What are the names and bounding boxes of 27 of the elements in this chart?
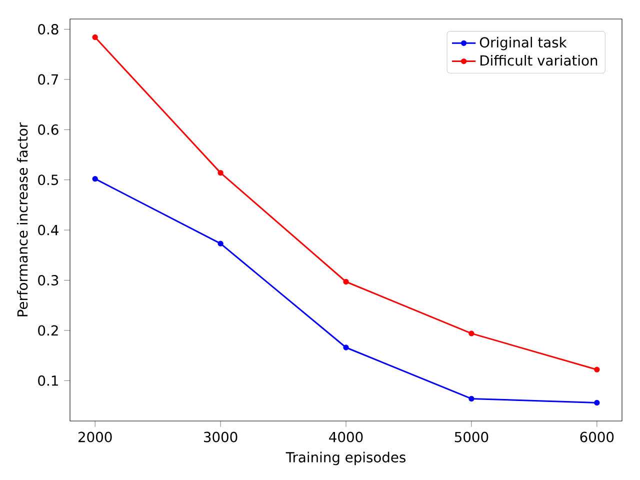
- point: [92, 176, 98, 182]
- x-tick-label: 6000: [580, 432, 614, 442]
- point: [468, 396, 474, 402]
- x-tick-label: 2000: [78, 432, 112, 442]
- y-tick-label: 0.5: [38, 174, 58, 186]
- y-tick-label: 0.3: [38, 274, 58, 286]
- y-tick-label: 0.6: [38, 124, 58, 135]
- y-tick-label: 0.8: [38, 24, 58, 34]
- y-tick-label: 0.1: [38, 375, 58, 386]
- point: [343, 278, 349, 285]
- x-tick-label: 3000: [204, 432, 238, 442]
- point: [594, 400, 600, 406]
- point: [218, 240, 224, 246]
- x-tick-label: 4000: [329, 432, 363, 442]
- y-axis-title: Performance increase factor: [16, 122, 28, 316]
- legend-label: Difficult variation: [480, 54, 598, 66]
- x-axis-title: Training episodes: [286, 452, 406, 466]
- x-tick-label: 5000: [454, 432, 488, 442]
- point: [468, 330, 474, 336]
- legend-label: Original task: [480, 36, 567, 50]
- y-tick-label: 0.4: [38, 224, 58, 236]
- y-tick-label: 0.2: [38, 325, 58, 336]
- point: [594, 366, 600, 372]
- point: [218, 170, 224, 176]
- point: [343, 344, 349, 350]
- y-tick-label: 0.7: [38, 74, 58, 85]
- point: [92, 34, 98, 40]
